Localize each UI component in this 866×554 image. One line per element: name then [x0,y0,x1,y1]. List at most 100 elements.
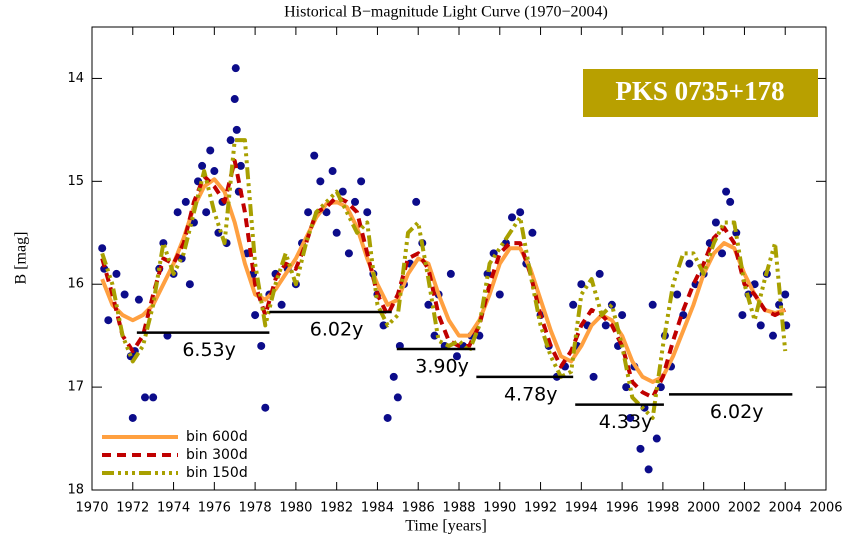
data-point [344,249,353,258]
x-tick-label: 1980 [279,501,312,516]
annotation-box [583,69,818,117]
x-tick-label: 2004 [769,501,802,516]
data-point [648,300,657,309]
x-tick-label: 2002 [728,501,761,516]
data-point [569,300,578,309]
data-point [120,290,129,299]
data-point [393,393,402,402]
chart-title: Historical B−magnitude Light Curve (1970… [284,4,608,21]
data-point [383,413,392,422]
data-point [673,290,682,299]
x-tick-label: 1994 [565,501,598,516]
smoothed-curve [100,138,788,420]
data-point [589,372,598,381]
data-point [756,321,765,330]
annotation: PKS 0735+178 [615,76,784,106]
data-point [173,208,182,217]
data-point [351,197,360,206]
period-label: 6.02y [310,319,364,341]
data-point [722,187,731,196]
data-point [277,300,286,309]
x-tick-label: 2006 [809,501,842,516]
data-point [577,280,586,289]
x-tick-label: 1984 [361,501,394,516]
x-tick-label: 1974 [157,501,190,516]
period-label: 4.78y [504,383,558,405]
data-point [516,208,525,217]
x-tick-label: 2000 [687,501,720,516]
period-label: 4.33y [599,411,653,433]
data-point [257,341,266,350]
data-point [389,372,398,381]
data-point [304,208,313,217]
y-axis-label: B [mag] [13,232,30,285]
data-point [104,316,113,325]
x-tick-label: 1976 [198,501,231,516]
data-point [636,444,645,453]
data-point [644,465,653,474]
x-tick-label: 1992 [524,501,557,516]
period-label: 6.53y [182,339,236,361]
data-point [181,197,190,206]
x-axis-label: Time [years] [405,518,487,535]
data-point [452,352,461,361]
data-point [738,311,747,320]
data-point [768,331,777,340]
legend-label: bin 150d [186,465,248,481]
data-point [424,300,433,309]
plot-frame [91,26,827,491]
data-point [112,269,121,278]
data-point [232,125,241,134]
data-point [332,228,341,237]
x-tick-label: 1970 [75,501,108,516]
data-point [601,321,610,330]
data-point [134,295,143,304]
data-point [338,187,347,196]
legend-label: bin 300d [186,447,248,463]
x-tick-label: 1982 [320,501,353,516]
data-point [206,146,215,155]
y-tick-label: 14 [67,71,84,86]
data-point [231,64,240,73]
data-point [685,259,694,268]
x-tick-label: 1990 [483,501,516,516]
data-point [595,269,604,278]
data-point [251,311,260,320]
data-point [446,269,455,278]
data-point [618,311,627,320]
data-point [652,434,661,443]
data-point [363,208,372,217]
x-tick-label: 1996 [606,501,639,516]
data-point [98,244,107,253]
data-point [261,403,270,412]
data-point [230,95,239,104]
data-point [236,161,245,170]
data-point [718,249,727,258]
data-point [210,167,219,176]
data-point [711,218,720,227]
period-label: 6.02y [710,401,764,423]
y-tick-label: 15 [67,174,84,189]
data-point [310,151,319,160]
data-point [508,213,517,222]
x-tick-label: 1998 [646,501,679,516]
y-tick-label: 18 [67,483,84,498]
data-point [626,413,635,422]
plot-area [98,64,791,474]
data-point [202,208,211,217]
data-point [528,228,537,237]
y-tick-label: 16 [67,277,84,292]
data-point [128,413,137,422]
y-tick-label: 17 [67,380,84,395]
data-point [781,290,790,299]
legend-label: bin 600d [186,429,248,445]
x-tick-label: 1978 [239,501,272,516]
data-point [328,167,337,176]
data-point [412,197,421,206]
data-point [357,177,366,186]
data-point [622,383,631,392]
x-tick-label: 1988 [442,501,475,516]
data-point [149,393,158,402]
data-point [495,290,504,299]
